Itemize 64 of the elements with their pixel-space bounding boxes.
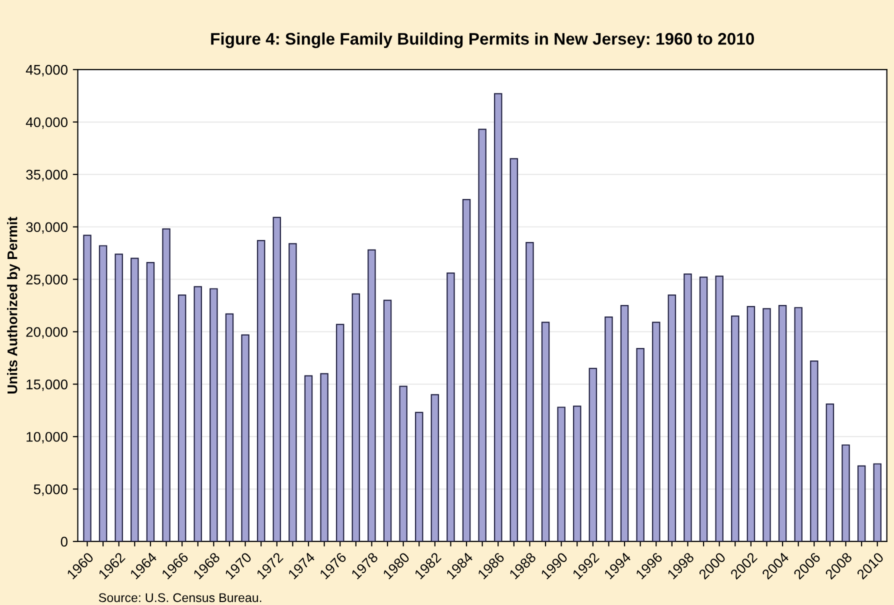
source-note: Source: U.S. Census Bureau. (98, 593, 262, 602)
bar (462, 199, 471, 542)
bar (320, 373, 328, 542)
y-tick-label: 15,000 (26, 380, 68, 391)
bar (842, 444, 850, 542)
bar (352, 293, 360, 542)
bar (794, 307, 802, 542)
bar (414, 412, 424, 542)
bar (526, 242, 534, 542)
bar (210, 288, 218, 542)
bar (762, 308, 771, 542)
bar (399, 386, 408, 542)
bar (652, 322, 660, 542)
bar (430, 394, 440, 542)
bar (446, 272, 455, 542)
bar (746, 306, 756, 542)
bar (778, 304, 787, 542)
bar (620, 304, 629, 542)
y-tick-label: 0 (60, 536, 68, 547)
bar (225, 313, 234, 542)
bar (98, 245, 108, 542)
bar (604, 316, 613, 542)
bar (130, 258, 139, 542)
bar (636, 348, 644, 542)
bar (146, 262, 155, 542)
bar (194, 286, 202, 542)
bar (304, 375, 313, 542)
bar (288, 243, 297, 542)
bar (857, 465, 866, 542)
bar (826, 404, 834, 542)
y-tick-label: 5,000 (34, 484, 68, 496)
y-tick-label: 10,000 (26, 432, 68, 444)
y-tick-label: 30,000 (26, 222, 68, 234)
bar (178, 294, 186, 542)
y-tick-label: 35,000 (26, 170, 68, 182)
bar (510, 158, 518, 542)
y-axis-title: Units Authorized by Permit (7, 216, 20, 394)
bar (573, 406, 582, 542)
bar (383, 300, 392, 542)
bar (715, 276, 724, 542)
bar (557, 406, 566, 542)
bar (162, 228, 170, 542)
bar (336, 324, 344, 542)
bar (256, 240, 266, 542)
bar (810, 360, 818, 542)
bar (83, 234, 92, 542)
bar (684, 274, 692, 542)
chart-title: Figure 4: Single Family Building Permits in New Jersey: 1960 to 2010 (211, 32, 754, 48)
bar (368, 249, 376, 542)
y-tick-label: 25,000 (26, 274, 68, 286)
y-tick-label: 40,000 (26, 117, 68, 129)
y-tick-label: 20,000 (26, 327, 68, 339)
bar (699, 276, 708, 542)
bar (494, 93, 502, 542)
bar (478, 128, 486, 542)
bar (114, 254, 123, 542)
bar (588, 368, 598, 542)
bar (241, 334, 250, 542)
bar (668, 294, 676, 542)
bar (541, 322, 550, 542)
bar (731, 315, 740, 542)
bar (873, 463, 882, 542)
y-tick-label: 45,000 (26, 64, 68, 76)
bar (272, 216, 281, 542)
